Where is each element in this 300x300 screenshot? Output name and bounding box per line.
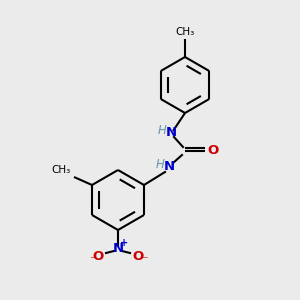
- Text: +: +: [120, 238, 128, 248]
- Text: CH₃: CH₃: [52, 165, 71, 175]
- Text: ⁻: ⁻: [141, 254, 147, 268]
- Text: CH₃: CH₃: [176, 27, 195, 37]
- Text: H: H: [158, 124, 166, 137]
- Text: H: H: [156, 158, 164, 172]
- Text: O: O: [207, 145, 219, 158]
- Text: N: N: [164, 160, 175, 173]
- Text: ⁻: ⁻: [89, 254, 95, 268]
- Text: N: N: [165, 127, 177, 140]
- Text: N: N: [112, 242, 124, 254]
- Text: O: O: [92, 250, 104, 262]
- Text: O: O: [132, 250, 144, 262]
